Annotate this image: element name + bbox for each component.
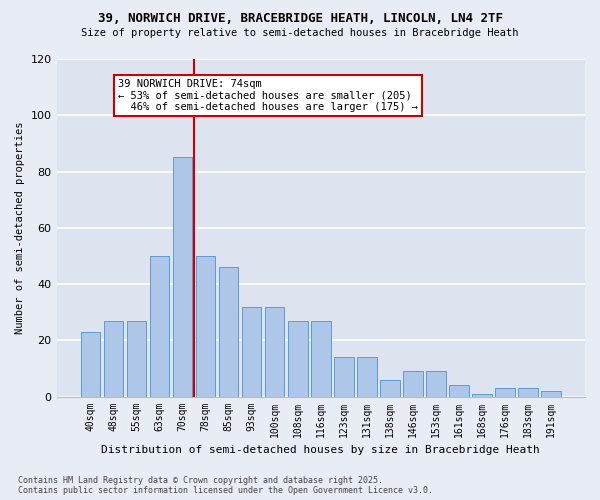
X-axis label: Distribution of semi-detached houses by size in Bracebridge Heath: Distribution of semi-detached houses by …: [101, 445, 540, 455]
Bar: [265, 306, 284, 396]
Bar: [104, 320, 123, 396]
Bar: [196, 256, 215, 396]
Bar: [472, 394, 492, 396]
Text: 39 NORWICH DRIVE: 74sqm
← 53% of semi-detached houses are smaller (205)
  46% of: 39 NORWICH DRIVE: 74sqm ← 53% of semi-de…: [118, 78, 418, 112]
Y-axis label: Number of semi-detached properties: Number of semi-detached properties: [15, 122, 25, 334]
Bar: [127, 320, 146, 396]
Bar: [219, 267, 238, 396]
Bar: [541, 391, 561, 396]
Text: Size of property relative to semi-detached houses in Bracebridge Heath: Size of property relative to semi-detach…: [81, 28, 519, 38]
Bar: [242, 306, 262, 396]
Bar: [403, 371, 423, 396]
Bar: [380, 380, 400, 396]
Bar: [334, 357, 353, 397]
Text: Contains HM Land Registry data © Crown copyright and database right 2025.
Contai: Contains HM Land Registry data © Crown c…: [18, 476, 433, 495]
Bar: [149, 256, 169, 396]
Bar: [173, 158, 193, 396]
Bar: [426, 371, 446, 396]
Bar: [496, 388, 515, 396]
Bar: [518, 388, 538, 396]
Bar: [357, 357, 377, 397]
Bar: [80, 332, 100, 396]
Bar: [288, 320, 308, 396]
Text: 39, NORWICH DRIVE, BRACEBRIDGE HEATH, LINCOLN, LN4 2TF: 39, NORWICH DRIVE, BRACEBRIDGE HEATH, LI…: [97, 12, 503, 26]
Bar: [311, 320, 331, 396]
Bar: [449, 386, 469, 396]
